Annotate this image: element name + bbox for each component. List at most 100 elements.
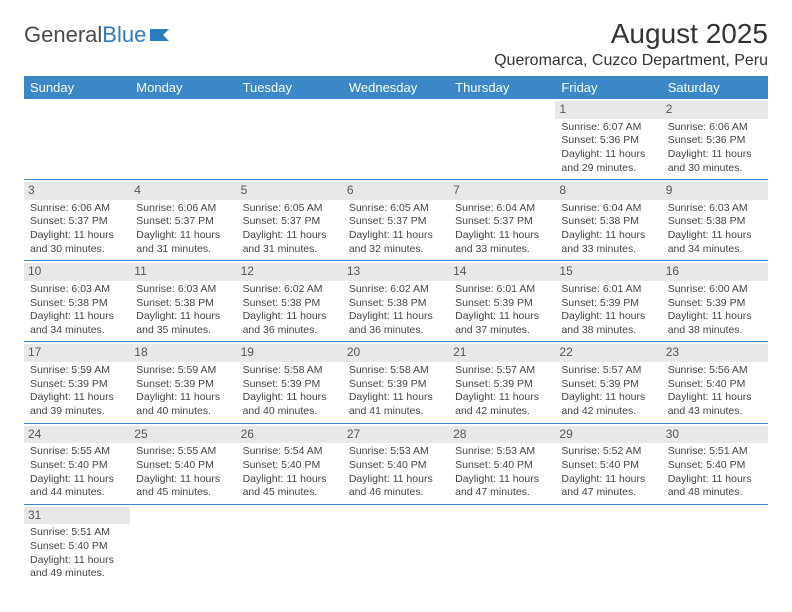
title-block: August 2025 Queromarca, Cuzco Department… [494,18,768,70]
logo-text-a: General [24,22,102,48]
daylight-text: Daylight: 11 hours and 34 minutes. [30,310,124,337]
calendar-day: 9Sunrise: 6:03 AMSunset: 5:38 PMDaylight… [662,180,768,261]
sun-info: Sunrise: 5:59 AMSunset: 5:39 PMDaylight:… [134,364,232,419]
day-number: 6 [343,182,449,200]
calendar-day-empty [237,99,343,180]
day-number: 2 [662,101,768,119]
sun-info: Sunrise: 6:05 AMSunset: 5:37 PMDaylight:… [347,202,445,257]
calendar-day: 30Sunrise: 5:51 AMSunset: 5:40 PMDayligh… [662,423,768,504]
calendar-day-empty [343,99,449,180]
calendar-day: 1 Sunrise: 6:07 AMSunset: 5:36 PMDaylight… [555,99,661,180]
sun-info: Sunrise: 5:54 AMSunset: 5:40 PMDaylight:… [241,445,339,500]
sunset-text: Sunset: 5:37 PM [243,215,337,229]
day-number: 13 [343,263,449,281]
sun-info: Sunrise: 6:07 AMSunset: 5:36 PMDaylight:… [559,121,657,176]
daylight-text: Daylight: 11 hours and 31 minutes. [243,229,337,256]
sunset-text: Sunset: 5:39 PM [455,378,549,392]
calendar-day: 15Sunrise: 6:01 AMSunset: 5:39 PMDayligh… [555,261,661,342]
daylight-text: Daylight: 11 hours and 42 minutes. [561,391,655,418]
daylight-text: Daylight: 11 hours and 47 minutes. [455,473,549,500]
sunrise-text: Sunrise: 6:06 AM [136,202,230,216]
sun-info: Sunrise: 5:53 AMSunset: 5:40 PMDaylight:… [453,445,551,500]
sunrise-text: Sunrise: 5:55 AM [30,445,124,459]
calendar-day: 18 Sunrise: 5:59 AMSunset: 5:39 PMDayligh… [130,342,236,423]
calendar-day: 29Sunrise: 5:52 AMSunset: 5:40 PMDayligh… [555,423,661,504]
sun-info: Sunrise: 6:01 AMSunset: 5:39 PMDaylight:… [559,283,657,338]
daylight-text: Daylight: 11 hours and 33 minutes. [455,229,549,256]
calendar-week: 10Sunrise: 6:03 AMSunset: 5:38 PMDayligh… [24,261,768,342]
sunset-text: Sunset: 5:40 PM [668,459,762,473]
daylight-text: Daylight: 11 hours and 45 minutes. [243,473,337,500]
calendar-day: 10Sunrise: 6:03 AMSunset: 5:38 PMDayligh… [24,261,130,342]
day-number: 4 [130,182,236,200]
sun-info: Sunrise: 6:04 AMSunset: 5:37 PMDaylight:… [453,202,551,257]
sunrise-text: Sunrise: 6:01 AM [455,283,549,297]
daylight-text: Daylight: 11 hours and 39 minutes. [30,391,124,418]
day-number: 20 [343,344,449,362]
daylight-text: Daylight: 11 hours and 36 minutes. [349,310,443,337]
sunrise-text: Sunrise: 6:04 AM [455,202,549,216]
sunrise-text: Sunrise: 5:51 AM [668,445,762,459]
sunset-text: Sunset: 5:38 PM [30,297,124,311]
daylight-text: Daylight: 11 hours and 41 minutes. [349,391,443,418]
day-number: 26 [237,426,343,444]
sun-info: Sunrise: 6:03 AMSunset: 5:38 PMDaylight:… [134,283,232,338]
daylight-text: Daylight: 11 hours and 38 minutes. [561,310,655,337]
day-number: 27 [343,426,449,444]
day-number: 30 [662,426,768,444]
logo-flag-icon [149,27,171,43]
sunrise-text: Sunrise: 6:02 AM [243,283,337,297]
calendar-day: 17Sunrise: 5:59 AMSunset: 5:39 PMDayligh… [24,342,130,423]
sun-info: Sunrise: 6:05 AMSunset: 5:37 PMDaylight:… [241,202,339,257]
calendar-day: 26Sunrise: 5:54 AMSunset: 5:40 PMDayligh… [237,423,343,504]
sun-info: Sunrise: 5:57 AMSunset: 5:39 PMDaylight:… [559,364,657,419]
sunrise-text: Sunrise: 5:55 AM [136,445,230,459]
calendar-day: 31Sunrise: 5:51 AMSunset: 5:40 PMDayligh… [24,504,130,585]
sunset-text: Sunset: 5:38 PM [561,215,655,229]
sunset-text: Sunset: 5:40 PM [349,459,443,473]
sun-info: Sunrise: 5:59 AMSunset: 5:39 PMDaylight:… [28,364,126,419]
sunset-text: Sunset: 5:39 PM [668,297,762,311]
sun-info: Sunrise: 6:06 AMSunset: 5:36 PMDaylight:… [666,121,764,176]
weekday-header: Thursday [449,76,555,99]
day-number: 28 [449,426,555,444]
daylight-text: Daylight: 11 hours and 46 minutes. [349,473,443,500]
sunrise-text: Sunrise: 6:04 AM [561,202,655,216]
calendar-day: 7Sunrise: 6:04 AMSunset: 5:37 PMDaylight… [449,180,555,261]
day-number: 31 [24,507,130,525]
daylight-text: Daylight: 11 hours and 43 minutes. [668,391,762,418]
day-number: 1 [555,101,661,119]
day-number: 18 [130,344,236,362]
sunrise-text: Sunrise: 5:53 AM [349,445,443,459]
daylight-text: Daylight: 11 hours and 37 minutes. [455,310,549,337]
daylight-text: Daylight: 11 hours and 40 minutes. [243,391,337,418]
sun-info: Sunrise: 5:57 AMSunset: 5:39 PMDaylight:… [453,364,551,419]
calendar-day: 21Sunrise: 5:57 AMSunset: 5:39 PMDayligh… [449,342,555,423]
location: Queromarca, Cuzco Department, Peru [494,52,768,70]
sunset-text: Sunset: 5:39 PM [455,297,549,311]
sunset-text: Sunset: 5:39 PM [243,378,337,392]
calendar-table: SundayMondayTuesdayWednesdayThursdayFrid… [24,76,768,585]
sunrise-text: Sunrise: 5:56 AM [668,364,762,378]
sunset-text: Sunset: 5:37 PM [349,215,443,229]
calendar-day: 2 Sunrise: 6:06 AMSunset: 5:36 PMDaylight… [662,99,768,180]
calendar-day-empty [130,504,236,585]
sunset-text: Sunset: 5:39 PM [30,378,124,392]
sunset-text: Sunset: 5:40 PM [30,459,124,473]
calendar-day: 5Sunrise: 6:05 AMSunset: 5:37 PMDaylight… [237,180,343,261]
day-number: 23 [662,344,768,362]
sunrise-text: Sunrise: 6:03 AM [668,202,762,216]
sunset-text: Sunset: 5:38 PM [668,215,762,229]
daylight-text: Daylight: 11 hours and 31 minutes. [136,229,230,256]
calendar-day: 22Sunrise: 5:57 AMSunset: 5:39 PMDayligh… [555,342,661,423]
sunrise-text: Sunrise: 6:03 AM [136,283,230,297]
calendar-day: 3Sunrise: 6:06 AMSunset: 5:37 PMDaylight… [24,180,130,261]
calendar-day-empty [343,504,449,585]
sunset-text: Sunset: 5:39 PM [136,378,230,392]
header: GeneralBlue August 2025 Queromarca, Cuzc… [24,18,768,70]
sunset-text: Sunset: 5:36 PM [561,134,655,148]
calendar-day: 20Sunrise: 5:58 AMSunset: 5:39 PMDayligh… [343,342,449,423]
day-number: 12 [237,263,343,281]
sunrise-text: Sunrise: 5:59 AM [136,364,230,378]
sunrise-text: Sunrise: 5:58 AM [349,364,443,378]
